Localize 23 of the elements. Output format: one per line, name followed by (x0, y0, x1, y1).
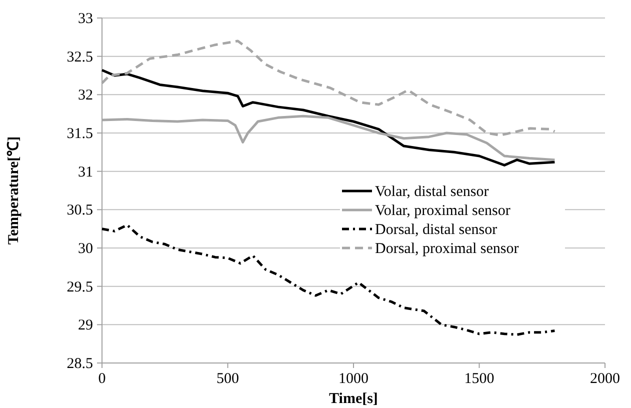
x-tick-label: 1000 (338, 371, 368, 387)
legend-label: Dorsal, proximal sensor (375, 241, 519, 257)
line-series (100, 68, 556, 166)
y-tick-label: 31 (78, 164, 93, 180)
y-tick-label: 33 (78, 11, 93, 27)
y-tick-label: 29 (78, 318, 93, 334)
y-tick-label: 32.5 (66, 49, 93, 66)
y-tick-label: 30 (78, 241, 93, 257)
y-tick-label: 28.5 (66, 356, 93, 372)
y-tick-label: 32 (78, 88, 93, 104)
x-axis-title: Time[s] (329, 391, 378, 407)
legend-label: Volar, proximal sensor (375, 203, 510, 219)
x-tick-label: 2000 (590, 371, 620, 387)
y-tick-label: 29.5 (66, 279, 93, 296)
y-axis-title: Temperature[℃] (6, 136, 22, 245)
x-tick-label: 0 (98, 371, 106, 387)
y-tick-label: 30.5 (66, 202, 93, 219)
legend-label: Dorsal, distal sensor (375, 222, 498, 238)
x-tick-label: 500 (216, 371, 239, 387)
legend-label: Volar, distal sensor (375, 184, 489, 200)
x-tick-label: 1500 (464, 371, 494, 387)
line-series (100, 224, 556, 336)
y-tick-label: 31.5 (66, 126, 93, 142)
